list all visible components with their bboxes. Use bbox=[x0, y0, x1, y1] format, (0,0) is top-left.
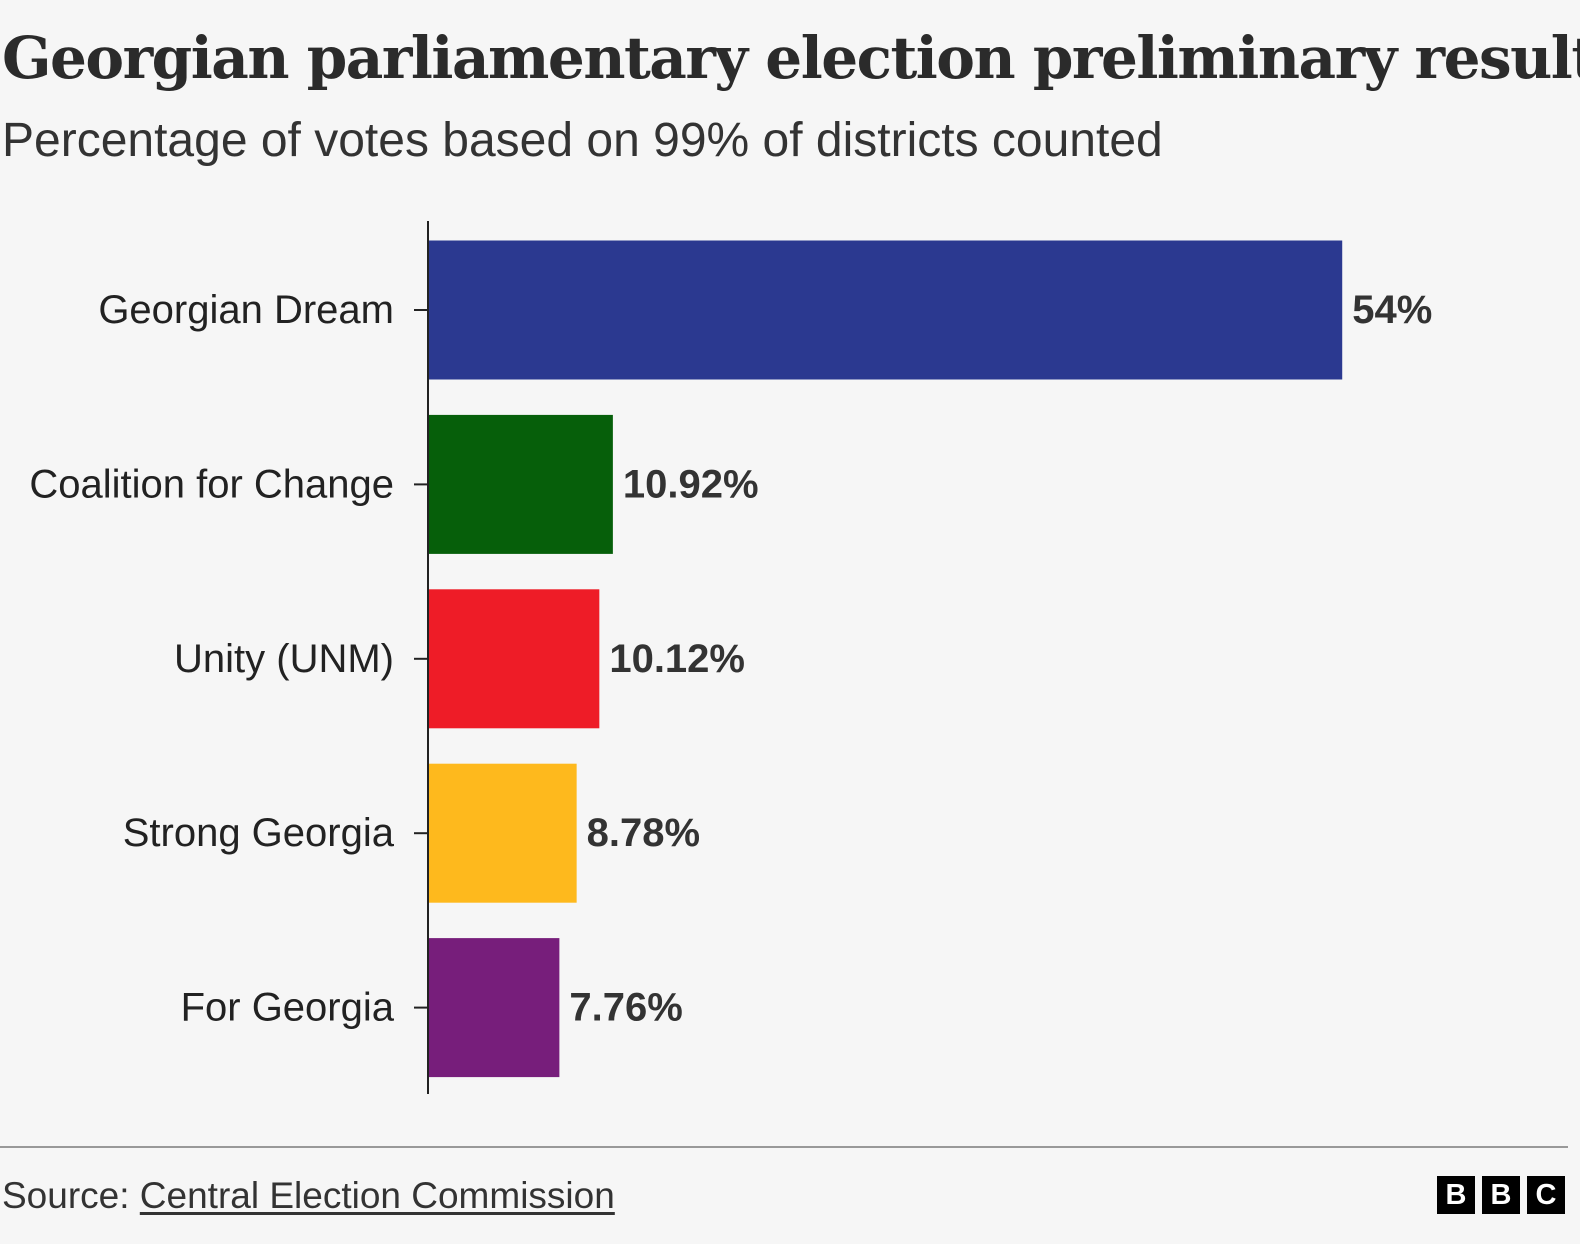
chart-title: Georgian parliamentary election prelimin… bbox=[2, 24, 1580, 92]
value-label: 7.76% bbox=[569, 986, 682, 1030]
logo-letter: C bbox=[1527, 1176, 1565, 1214]
category-label: Georgian Dream bbox=[98, 288, 394, 332]
bbc-logo: B B C bbox=[1437, 1176, 1565, 1214]
chart-subtitle: Percentage of votes based on 99% of dist… bbox=[2, 114, 1163, 167]
bar bbox=[428, 414, 613, 554]
logo-letter: B bbox=[1482, 1176, 1520, 1214]
value-label: 10.92% bbox=[623, 462, 759, 506]
logo-letter: B bbox=[1437, 1176, 1475, 1214]
category-label: Coalition for Change bbox=[29, 462, 394, 506]
bar bbox=[428, 240, 1343, 380]
footer-divider bbox=[0, 1146, 1568, 1148]
value-label: 10.12% bbox=[609, 637, 745, 681]
bar-chart: Georgian Dream 54% Coalition for Change 10.… bbox=[29, 221, 1432, 1094]
category-label: Unity (UNM) bbox=[174, 637, 394, 681]
bar bbox=[428, 938, 560, 1078]
source-prefix: Source: bbox=[2, 1175, 140, 1216]
source-note: Source: Central Election Commission bbox=[2, 1172, 615, 1220]
source-link[interactable]: Central Election Commission bbox=[139, 1175, 615, 1216]
category-label: For Georgia bbox=[181, 986, 395, 1030]
value-label: 8.78% bbox=[587, 811, 700, 855]
bars-layer: Georgian Dream 54% Coalition for Change 10.… bbox=[29, 240, 1432, 1078]
bar bbox=[428, 589, 600, 729]
bar bbox=[428, 763, 577, 903]
category-label: Strong Georgia bbox=[123, 811, 395, 855]
value-label: 54% bbox=[1352, 288, 1432, 332]
